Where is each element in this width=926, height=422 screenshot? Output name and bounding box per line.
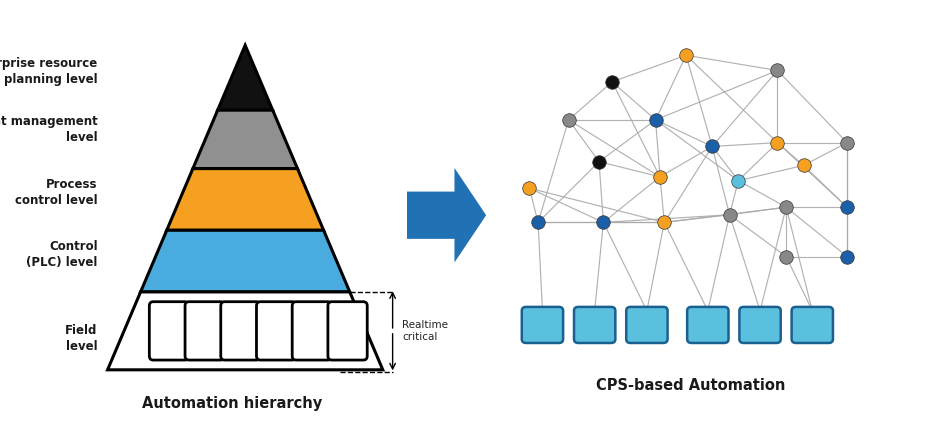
Point bbox=[840, 204, 855, 211]
FancyBboxPatch shape bbox=[739, 307, 781, 343]
Point bbox=[779, 204, 794, 211]
Point bbox=[605, 78, 619, 85]
Polygon shape bbox=[193, 110, 297, 169]
Polygon shape bbox=[107, 292, 382, 370]
Text: Automation hierarchy: Automation hierarchy bbox=[142, 396, 322, 411]
Point bbox=[561, 116, 576, 123]
Point bbox=[770, 139, 785, 146]
Point bbox=[779, 253, 794, 260]
Point bbox=[596, 219, 611, 226]
FancyBboxPatch shape bbox=[626, 307, 668, 343]
Text: Field
level: Field level bbox=[66, 324, 98, 353]
FancyBboxPatch shape bbox=[257, 302, 295, 360]
Point bbox=[679, 52, 694, 59]
FancyBboxPatch shape bbox=[185, 302, 224, 360]
Point bbox=[840, 253, 855, 260]
Point bbox=[648, 116, 663, 123]
FancyBboxPatch shape bbox=[687, 307, 729, 343]
Point bbox=[731, 177, 745, 184]
Point bbox=[531, 219, 545, 226]
Point bbox=[705, 143, 720, 150]
FancyBboxPatch shape bbox=[792, 307, 833, 343]
Point bbox=[653, 173, 668, 180]
Text: Realtime
critical: Realtime critical bbox=[403, 320, 448, 342]
Point bbox=[592, 158, 607, 165]
Text: Process
control level: Process control level bbox=[15, 178, 98, 206]
Text: CPS-based Automation: CPS-based Automation bbox=[595, 378, 785, 393]
Point bbox=[840, 139, 855, 146]
FancyBboxPatch shape bbox=[521, 307, 563, 343]
FancyBboxPatch shape bbox=[220, 302, 260, 360]
Text: Plant management
level: Plant management level bbox=[0, 115, 98, 144]
Point bbox=[770, 67, 785, 74]
Polygon shape bbox=[141, 230, 350, 292]
FancyBboxPatch shape bbox=[293, 302, 332, 360]
Point bbox=[722, 211, 737, 218]
Text: Enterprise resource
planning level: Enterprise resource planning level bbox=[0, 57, 98, 86]
FancyBboxPatch shape bbox=[574, 307, 616, 343]
Point bbox=[796, 162, 811, 169]
Polygon shape bbox=[407, 168, 486, 262]
FancyBboxPatch shape bbox=[328, 302, 368, 360]
Point bbox=[522, 185, 537, 192]
Polygon shape bbox=[167, 169, 323, 230]
Point bbox=[657, 219, 671, 226]
FancyBboxPatch shape bbox=[149, 302, 189, 360]
Text: Control
(PLC) level: Control (PLC) level bbox=[26, 240, 98, 269]
Polygon shape bbox=[218, 45, 272, 110]
